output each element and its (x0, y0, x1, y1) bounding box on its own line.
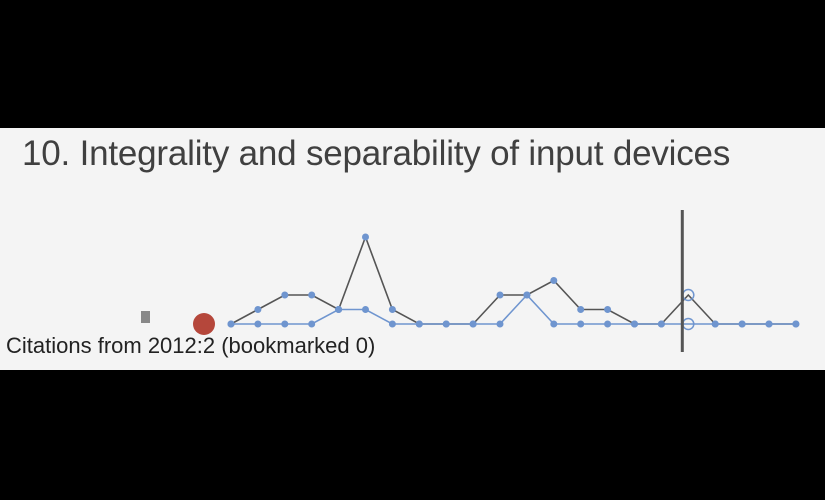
series-0-point (362, 233, 369, 241)
series-0-point (496, 291, 504, 299)
series-1-point (604, 320, 612, 328)
series-1-point (523, 291, 531, 299)
series-0-point (308, 291, 316, 299)
citations-summary: Citations from 2012:2 (bookmarked 0) (6, 333, 376, 358)
series-line-1 (231, 293, 796, 325)
series-1-point (362, 306, 369, 313)
series-1-point (281, 320, 289, 328)
series-1-point (335, 306, 343, 313)
series-0-point (388, 306, 396, 313)
series-0-point (254, 306, 262, 313)
citation-sparkline (141, 210, 800, 352)
series-1-point (415, 320, 423, 328)
series-1-point (792, 320, 800, 328)
series-1-point (738, 320, 746, 328)
series-1-point (442, 320, 450, 328)
series-1-point (765, 320, 773, 328)
series-0-point (577, 306, 585, 313)
citation-item-panel[interactable]: 10. Integrality and separability of inpu… (0, 128, 825, 370)
series-0-point (550, 277, 558, 284)
series-0-point (281, 291, 289, 299)
series-1-point (496, 320, 504, 328)
series-1-point (577, 320, 585, 328)
status-dot-icon (193, 313, 215, 335)
series-1-point (254, 320, 262, 328)
series-1-point (550, 320, 558, 328)
series-line-0 (230, 234, 796, 325)
series-1-point (657, 320, 665, 328)
series-1-point (711, 320, 719, 328)
item-title[interactable]: 10. Integrality and separability of inpu… (22, 134, 731, 173)
series-1-point (469, 320, 477, 328)
series-1-point (631, 320, 638, 328)
series-1-point (388, 320, 396, 328)
series-1-point (308, 320, 316, 328)
series-0-point (604, 306, 612, 313)
series-1-point (227, 320, 235, 328)
bookmark-square-icon (141, 311, 150, 323)
